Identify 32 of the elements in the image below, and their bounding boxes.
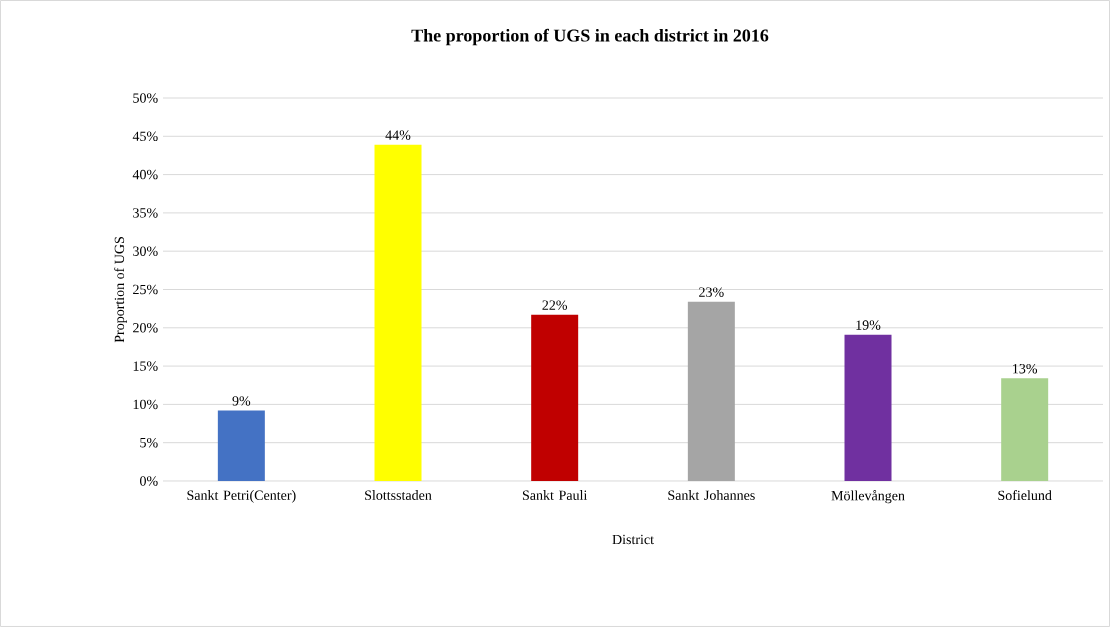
data-label: 23% xyxy=(699,287,724,297)
y-tick-label: 45% xyxy=(132,131,158,142)
y-tick-label: 10% xyxy=(133,399,158,410)
x-axis-title: District xyxy=(612,534,654,545)
x-tick-label: Sankt Pauli xyxy=(522,490,588,500)
data-label: 13% xyxy=(1013,363,1038,374)
y-tick-label: 0% xyxy=(140,476,158,486)
y-tick-label: 25% xyxy=(133,284,158,295)
y-axis-title: Proportion of UGS xyxy=(114,237,127,343)
bar xyxy=(374,144,422,481)
x-tick-label: Sankt Johannes xyxy=(668,490,755,500)
x-tick-label: Möllevången xyxy=(831,490,905,504)
chart-title: The proportion of UGS in each district in 2016 xyxy=(411,28,769,46)
bar xyxy=(217,410,265,481)
data-label: 19% xyxy=(856,320,881,330)
y-tick-label: 35% xyxy=(133,208,158,218)
bar xyxy=(1001,378,1049,481)
x-tick-label: Slottsstaden xyxy=(365,490,432,500)
y-tick-label: 20% xyxy=(133,323,158,333)
data-label: 44% xyxy=(385,130,411,140)
x-tick-label: Sofielund xyxy=(998,490,1052,501)
data-label: 22% xyxy=(542,300,568,310)
y-tick-label: 50% xyxy=(133,93,158,103)
x-tick-label: Sankt Petri(Center) xyxy=(187,490,296,503)
bar xyxy=(844,334,892,481)
y-tick-label: 5% xyxy=(140,437,158,448)
y-tick-label: 15% xyxy=(133,361,158,371)
bar xyxy=(531,314,579,481)
y-tick-label: 30% xyxy=(133,246,158,256)
data-label: 9% xyxy=(232,396,251,406)
bar xyxy=(687,301,735,481)
y-tick-label: 40% xyxy=(132,169,158,180)
